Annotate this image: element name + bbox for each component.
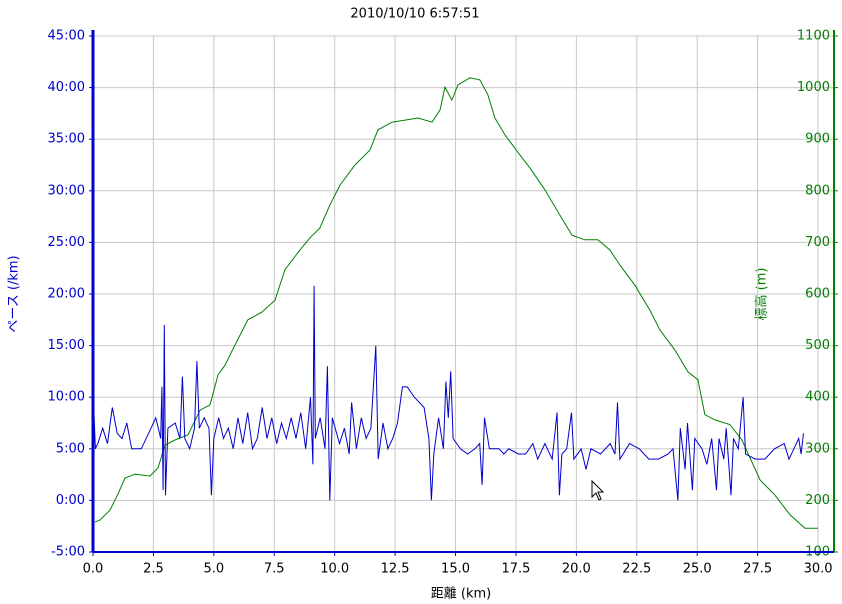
- y2-tick-label: 900: [805, 132, 830, 147]
- y-tick-label: 0:00: [56, 493, 85, 508]
- y2-tick-label: 400: [805, 390, 830, 405]
- y2-tick-label: 800: [805, 183, 830, 198]
- y2-tick-label: 1100: [797, 29, 830, 44]
- x-tick-label: 0.0: [83, 562, 104, 577]
- y-tick-label: 35:00: [48, 132, 85, 147]
- x-tick-label: 25.0: [683, 562, 712, 577]
- y-tick-label: 10:00: [48, 390, 85, 405]
- x-tick-label: 12.5: [381, 562, 410, 577]
- x-tick-label: 20.0: [562, 562, 591, 577]
- y2-tick-label: 200: [805, 493, 830, 508]
- x-tick-label: 27.5: [743, 562, 772, 577]
- y-tick-label: 5:00: [56, 441, 85, 456]
- x-tick-label: 22.5: [622, 562, 651, 577]
- data-line: [92, 285, 804, 501]
- y-tick-label: 30:00: [48, 183, 85, 198]
- y2-tick-label: 300: [805, 441, 830, 456]
- y-tick-label: -5:00: [51, 545, 85, 560]
- chart-title: 2010/10/10 6:57:51: [350, 7, 479, 22]
- x-axis-label: 距離 (km): [431, 587, 491, 602]
- x-tick-label: 15.0: [441, 562, 470, 577]
- y2-tick-label: 700: [805, 235, 830, 250]
- x-tick-label: 2.5: [143, 562, 164, 577]
- cursor: [591, 479, 605, 501]
- x-tick-label: 30.0: [804, 562, 833, 577]
- y-tick-label: 45:00: [48, 29, 85, 44]
- y-tick-label: 15:00: [48, 338, 85, 353]
- x-tick-label: 5.0: [203, 562, 224, 577]
- y-axis-label: ペース (/km): [7, 255, 22, 332]
- x-tick-label: 17.5: [501, 562, 530, 577]
- y-tick-label: 25:00: [48, 235, 85, 250]
- y2-tick-label: 500: [805, 338, 830, 353]
- y2-tick-label: 600: [805, 287, 830, 302]
- x-tick-label: 10.0: [320, 562, 349, 577]
- data-line: [94, 77, 818, 529]
- x-tick-label: 7.5: [264, 562, 285, 577]
- y-tick-label: 20:00: [48, 287, 85, 302]
- y-tick-label: 40:00: [48, 80, 85, 95]
- y2-tick-label: 1000: [797, 80, 830, 95]
